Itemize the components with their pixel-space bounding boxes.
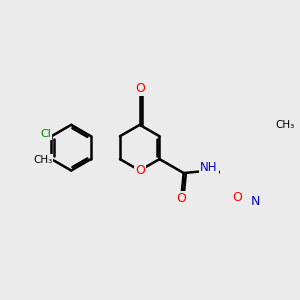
Text: NH: NH	[200, 161, 218, 174]
Text: O: O	[176, 192, 186, 205]
Text: CH₃: CH₃	[275, 120, 295, 130]
Text: Cl: Cl	[40, 129, 51, 140]
Text: O: O	[232, 191, 242, 204]
Text: CH₃: CH₃	[33, 155, 53, 165]
Text: N: N	[251, 195, 260, 208]
Text: O: O	[135, 82, 145, 95]
Text: O: O	[135, 164, 145, 177]
